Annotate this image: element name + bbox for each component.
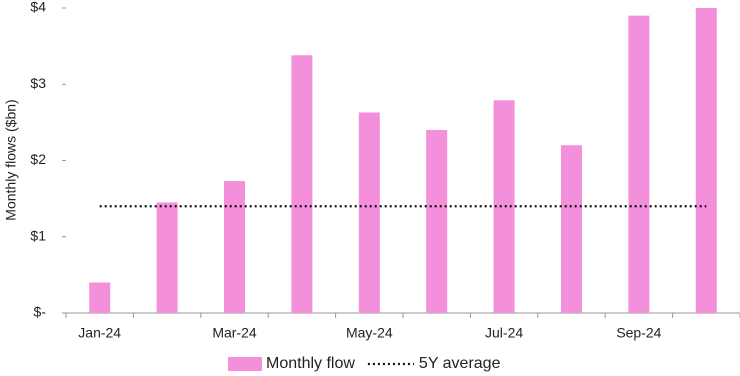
bar — [493, 100, 515, 313]
legend-label: 5Y average — [419, 355, 501, 372]
bar — [156, 202, 178, 313]
x-tick-label: May-24 — [346, 325, 393, 341]
bar — [695, 8, 717, 313]
bar — [291, 55, 313, 314]
y-tick-label: $3 — [30, 75, 46, 91]
x-tick-label: Mar-24 — [212, 325, 257, 341]
bar — [561, 145, 582, 313]
x-tick-label: Sep-24 — [616, 325, 661, 341]
legend-swatch — [228, 357, 262, 371]
bar — [426, 130, 448, 313]
y-tick-label: $2 — [30, 151, 46, 167]
y-axis-title: Monthly flows ($bn) — [3, 99, 19, 220]
legend-label: Monthly flow — [266, 355, 355, 372]
x-tick-label: Jul-24 — [485, 325, 523, 341]
bar — [224, 181, 245, 313]
y-tick-label: $- — [34, 304, 47, 320]
y-tick-label: $4 — [30, 0, 46, 15]
x-tick-label: Jan-24 — [78, 325, 121, 341]
bar — [89, 282, 111, 313]
y-tick-label: $1 — [30, 227, 46, 243]
bar — [358, 112, 380, 314]
bar — [628, 15, 650, 313]
